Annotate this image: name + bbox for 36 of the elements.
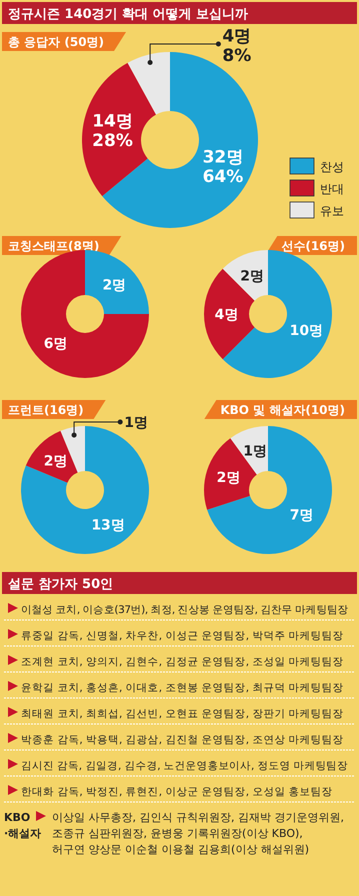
text: 이상일 사무총장, 김인식 규칙위원장, 김재박 경기운영위원, (52, 811, 344, 824)
data-label: 6명 (44, 336, 68, 352)
chart-title: 선수(16명) (281, 239, 345, 253)
data-label: 32명 64% (202, 147, 244, 187)
data-label: 2명 (240, 268, 264, 285)
text: 윤학길 코치, 홍성흔, 이대호, 조현봉 운영팀장, 최규덕 마케팅팀장 (21, 682, 344, 694)
legend-label: 유보 (320, 204, 344, 218)
data-label: 10명 (290, 322, 324, 339)
legend-label: 반대 (320, 182, 344, 196)
text: 총 응답자 (50명) (8, 35, 104, 49)
data-label: 14명 28% (92, 111, 133, 152)
text: 김시진 감독, 김일경, 김수경, 노건운영홍보이사, 정도영 마케팅팀장 (21, 760, 348, 772)
legend-label: 찬성 (320, 160, 344, 174)
text: 조계현 코치, 양의지, 김현수, 김정균 운영팀장, 조성일 마케팅팀장 (21, 656, 344, 668)
text: 허구연 양상문 이순철 이용철 김용희(이상 해설위원) (52, 843, 310, 856)
text: 조종규 심판위원장, 윤병웅 기록위원장(이상 KBO), (52, 827, 303, 840)
data-label: 13명 (91, 517, 125, 534)
text: 한대화 감독, 박정진, 류현진, 이상군 운영팀장, 오성일 홍보팀장 (21, 786, 333, 798)
text: KBO ·해설자 (4, 811, 42, 840)
text: 박종훈 감독, 박용택, 김광삼, 김진철 운영팀장, 조연상 마케팅팀장 (21, 734, 344, 746)
data-label: 4명 8% (222, 26, 252, 66)
text: 류중일 감독, 신명철, 차우찬, 이성근 운영팀장, 박덕주 마케팅팀장 (21, 630, 344, 642)
data-label: 7명 (290, 507, 314, 524)
text: 최태원 코치, 최희섭, 김선빈, 오현표 운영팀장, 장판기 마케팅팀장 (21, 708, 344, 720)
data-label: 2명 (102, 278, 126, 294)
text: 이철성 코치, 이승호(37번), 최정, 진상봉 운영팀장, 김찬무 마케팅팀장 (21, 604, 348, 616)
data-label: 2명 (216, 470, 240, 486)
chart-title: 정규시즌 140경기 확대 어떻게 보십니까 (8, 7, 248, 22)
chart-title: KBO 및 해설자(10명) (220, 403, 345, 417)
chart-title: 프런트(16명) (8, 403, 84, 417)
data-label: 2명 (44, 454, 68, 470)
chart-title: 코칭스태프(8명) (8, 239, 100, 253)
text: 설문 참가자 50인 (8, 577, 114, 592)
data-label: 4명 (214, 306, 238, 323)
data-label: 1명 (124, 414, 148, 431)
data-label: 1명 (243, 443, 268, 460)
